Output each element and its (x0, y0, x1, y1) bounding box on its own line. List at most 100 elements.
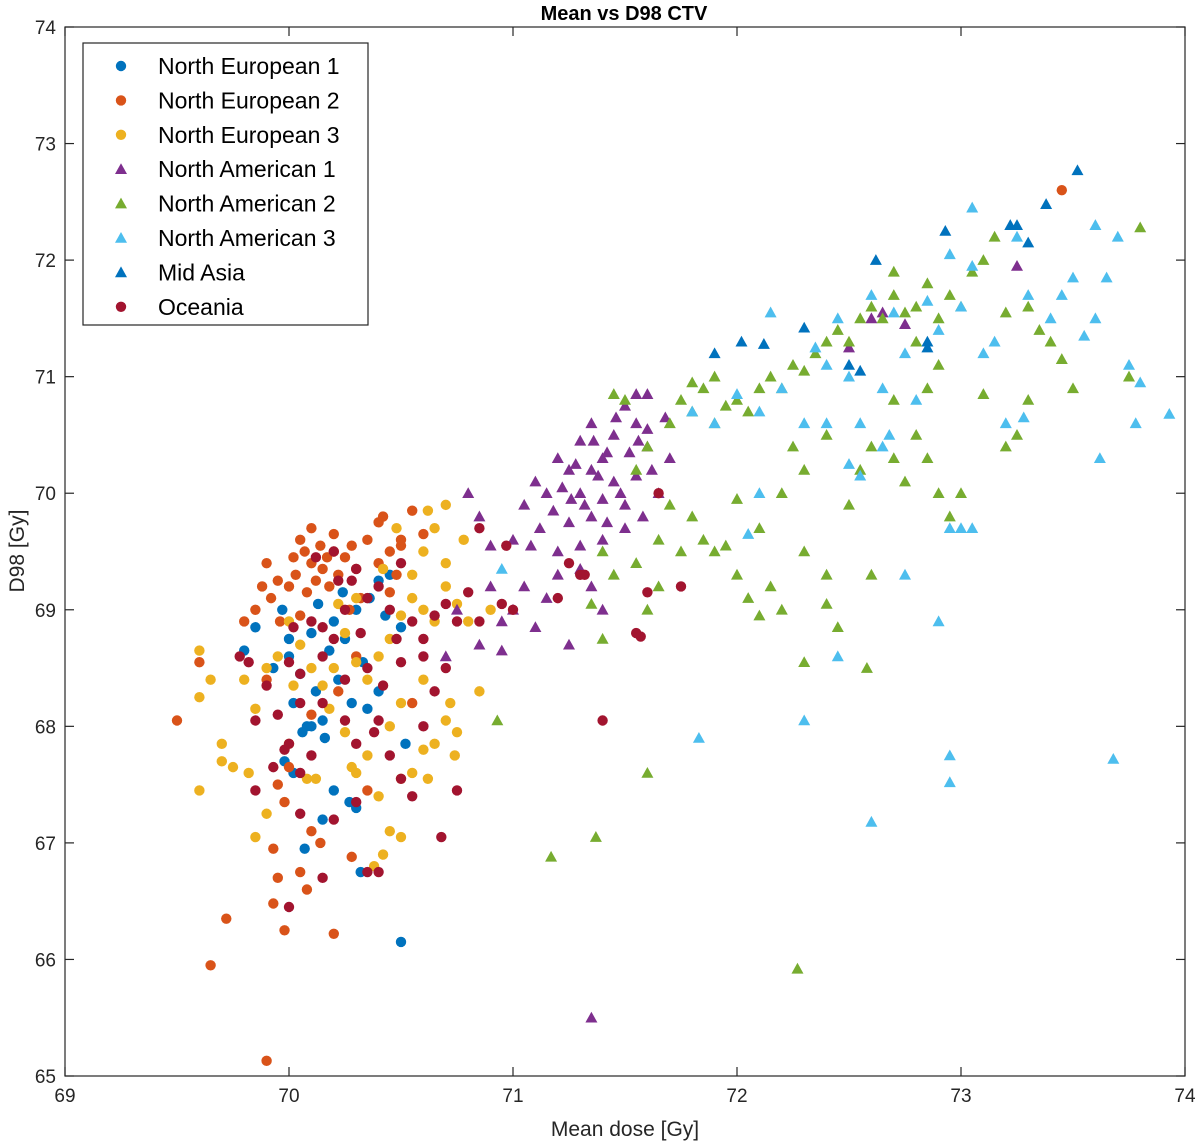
data-point (529, 475, 542, 487)
data-point (407, 592, 418, 604)
data-point (283, 581, 295, 592)
data-point (854, 312, 867, 324)
data-point (932, 487, 945, 499)
data-point (820, 359, 833, 370)
data-point (652, 580, 665, 592)
data-point (596, 603, 609, 615)
data-point (272, 779, 283, 790)
data-point (463, 616, 474, 627)
data-point (317, 715, 328, 726)
data-point (339, 715, 351, 726)
legend-circle-marker (115, 129, 127, 140)
data-point (1033, 324, 1046, 335)
data-point (384, 826, 395, 837)
data-point (377, 511, 389, 522)
data-point (250, 622, 261, 633)
data-point (966, 259, 979, 271)
data-point (301, 884, 313, 895)
data-point (440, 715, 451, 726)
data-point (596, 632, 609, 644)
data-point (250, 831, 261, 843)
data-point (310, 773, 322, 784)
data-point (384, 604, 395, 615)
data-point (339, 627, 351, 639)
data-point (574, 539, 587, 551)
data-point (310, 686, 322, 697)
data-point (445, 697, 456, 709)
data-point (630, 463, 643, 475)
data-point (623, 446, 636, 458)
y-tick-label: 71 (35, 368, 56, 389)
data-point (507, 604, 519, 615)
legend-item: North American 2 (115, 191, 336, 217)
data-point (351, 592, 362, 604)
data-point (440, 557, 451, 569)
data-point (820, 335, 833, 347)
data-point (607, 388, 620, 399)
data-point (1134, 376, 1147, 388)
data-point (377, 563, 389, 575)
legend-item: North American 1 (115, 156, 336, 182)
data-point (757, 338, 770, 349)
data-point (346, 761, 357, 773)
legend-item: North European 3 (115, 122, 340, 148)
data-point (854, 469, 867, 481)
data-point (1089, 219, 1102, 230)
data-point (809, 341, 822, 353)
data-point (1011, 428, 1023, 440)
data-point (451, 616, 463, 627)
data-point (865, 815, 878, 827)
series-5 (495, 201, 1176, 827)
data-point (518, 498, 531, 510)
data-point (495, 615, 508, 627)
data-point (205, 960, 216, 971)
data-point (301, 773, 313, 784)
data-point (295, 610, 306, 621)
data-point (368, 726, 380, 738)
data-point (921, 277, 934, 289)
data-point (589, 831, 602, 842)
data-point (791, 962, 804, 974)
data-point (391, 633, 402, 645)
data-point (301, 587, 313, 598)
data-point (1078, 329, 1091, 341)
data-point (328, 616, 339, 627)
data-point (216, 756, 227, 767)
data-point (563, 463, 575, 475)
data-point (569, 458, 582, 469)
data-point (288, 622, 299, 633)
data-point (843, 370, 855, 382)
data-point (854, 364, 867, 376)
legend-label: North American 1 (158, 156, 336, 182)
data-point (328, 633, 339, 645)
data-point (261, 557, 272, 569)
series-7 (234, 488, 687, 913)
data-point (239, 674, 250, 685)
data-point (966, 265, 979, 277)
legend-circle-marker (115, 95, 127, 106)
data-point (440, 662, 451, 674)
data-point (295, 808, 306, 819)
data-point (619, 399, 631, 411)
data-point (731, 388, 743, 399)
data-point (1056, 184, 1068, 196)
data-point (753, 382, 766, 394)
data-point (731, 568, 743, 580)
data-point (551, 452, 564, 464)
data-point (391, 522, 402, 534)
data-point (306, 627, 317, 639)
data-point (274, 616, 286, 627)
data-point (809, 347, 822, 359)
data-point (843, 341, 855, 353)
data-point (418, 651, 429, 662)
data-point (663, 417, 676, 429)
data-point (429, 686, 440, 697)
data-point (458, 534, 469, 546)
data-point (939, 224, 952, 236)
data-point (328, 928, 339, 940)
data-point (339, 604, 351, 615)
data-point (362, 534, 373, 546)
data-point (451, 603, 463, 615)
data-point (843, 359, 855, 370)
data-point (1071, 164, 1084, 176)
